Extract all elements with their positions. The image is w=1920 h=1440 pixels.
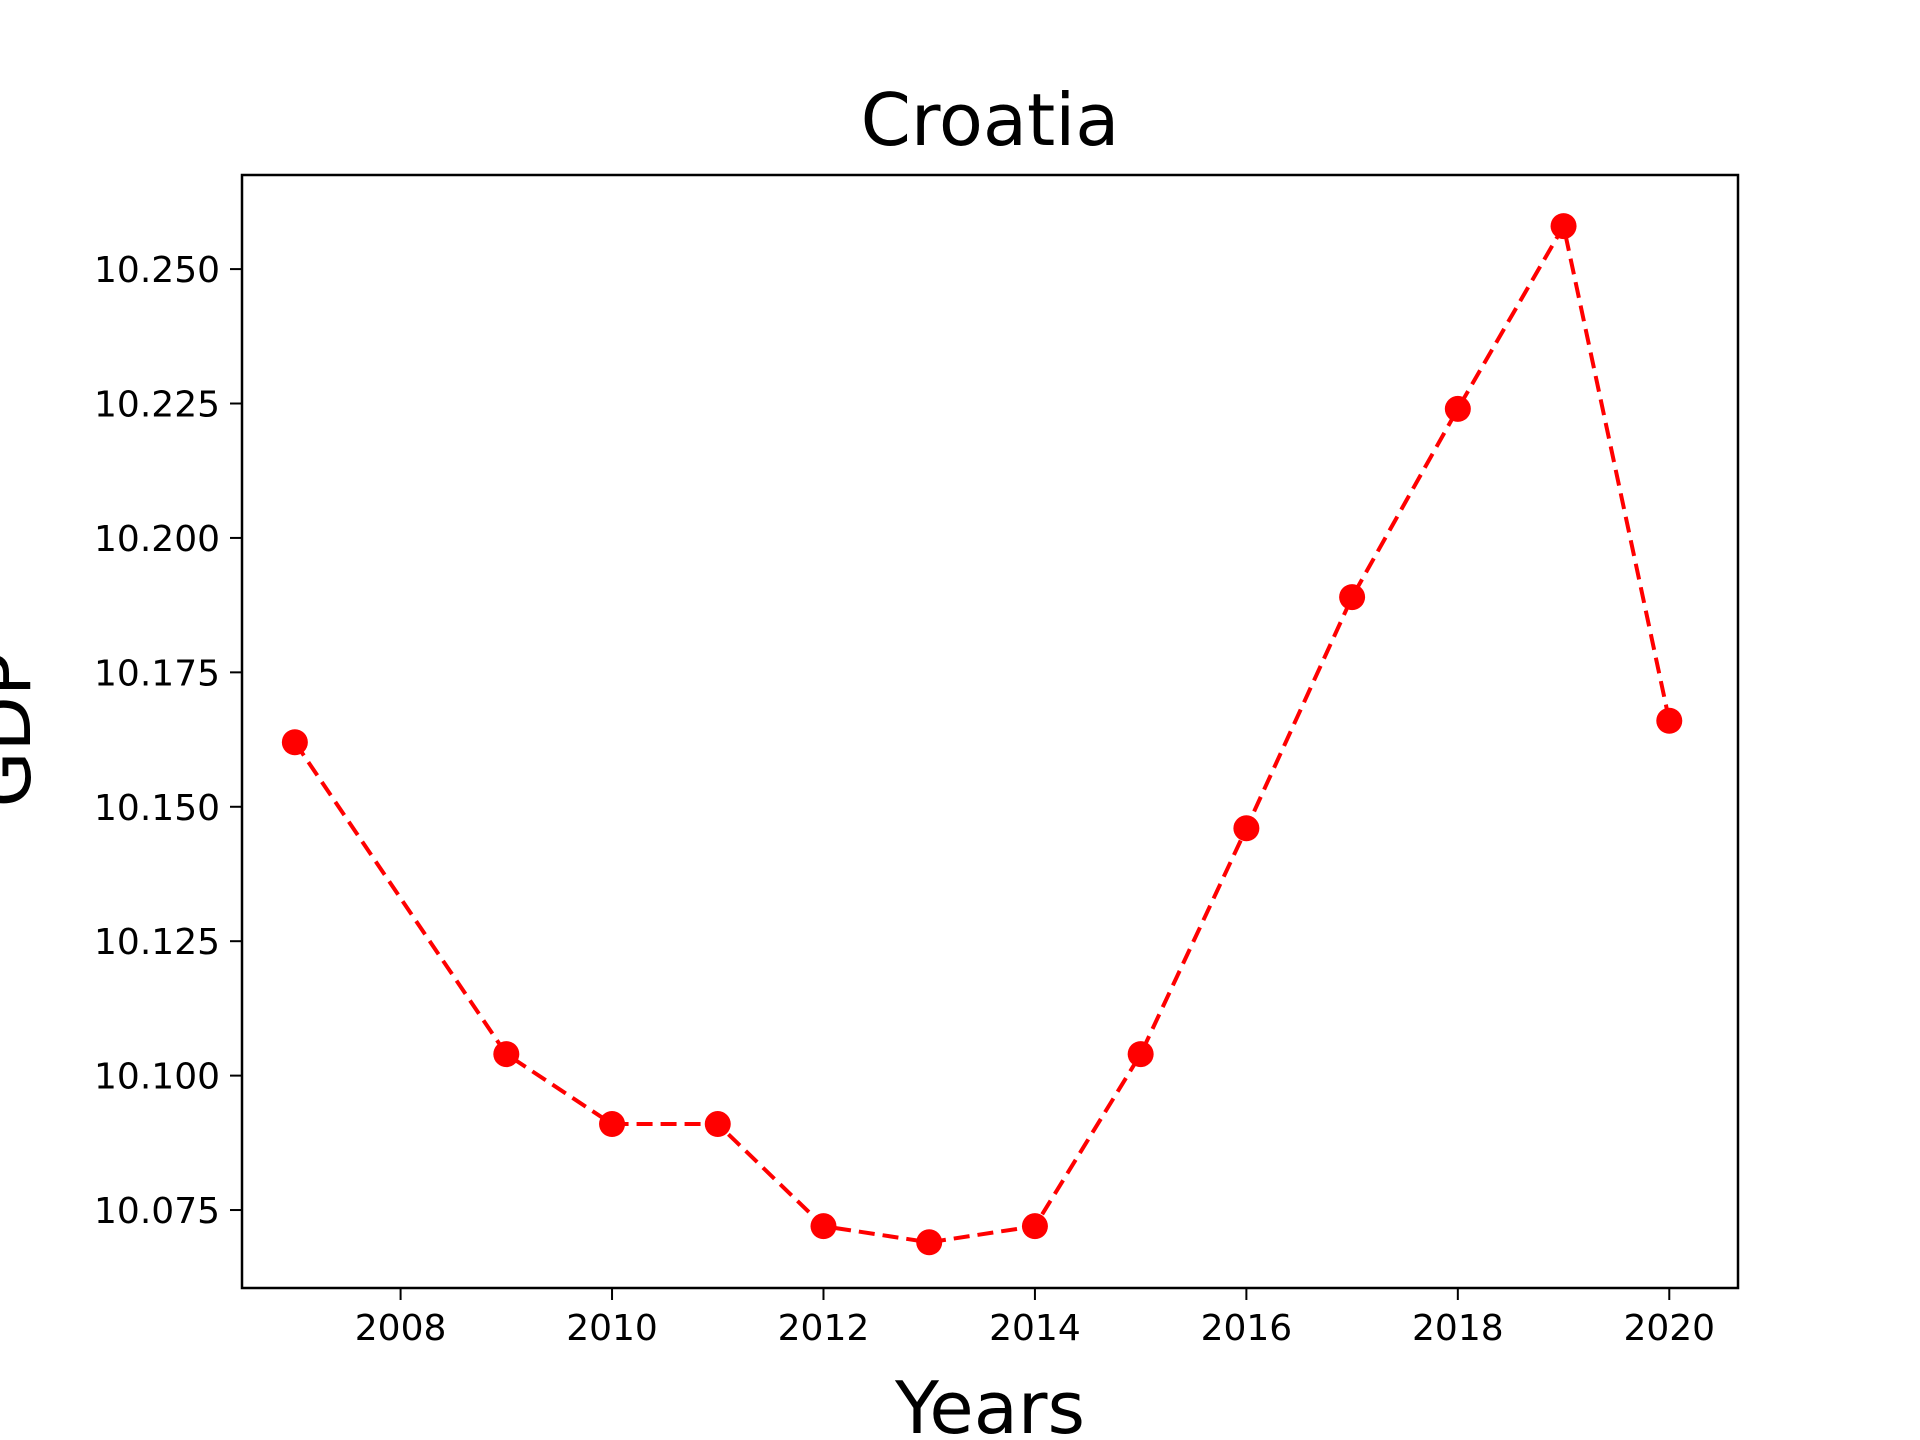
series-points — [281, 213, 1683, 1256]
y-tick-label: 10.250 — [94, 250, 220, 291]
data-point — [281, 729, 308, 756]
x-axis-label: Years — [894, 1366, 1085, 1440]
x-tick-label: 2014 — [989, 1308, 1081, 1349]
plot-frame — [240, 173, 1740, 1290]
y-tick-label: 10.150 — [94, 788, 220, 829]
data-point — [599, 1111, 626, 1138]
data-point — [1339, 584, 1366, 611]
y-tick-label: 10.075 — [94, 1191, 220, 1232]
x-tick-label: 2010 — [566, 1308, 658, 1349]
data-point — [1233, 815, 1260, 842]
x-tick-label: 2016 — [1201, 1308, 1293, 1349]
y-tick-label: 10.225 — [94, 385, 220, 426]
data-point — [916, 1229, 943, 1256]
y-axis-ticks: 10.075 10.100 10.125 10.150 10.175 10.200 10.2… — [94, 250, 242, 1232]
x-axis-ticks: 2008 2010 2012 2014 2016 2018 2020 — [355, 1288, 1715, 1349]
x-tick-label: 2020 — [1623, 1308, 1715, 1349]
series-line — [293, 220, 1672, 1245]
y-tick-label: 10.125 — [94, 922, 220, 963]
y-tick-label: 10.200 — [94, 519, 220, 560]
y-axis-label: GDP — [0, 653, 47, 808]
chart-title: Croatia — [861, 78, 1120, 162]
data-point — [1550, 213, 1577, 240]
data-point — [1021, 1213, 1048, 1240]
y-tick-label: 10.100 — [94, 1057, 220, 1098]
y-tick-label: 10.175 — [94, 653, 220, 694]
data-point — [810, 1213, 837, 1240]
data-point — [493, 1041, 520, 1068]
x-tick-label: 2012 — [778, 1308, 870, 1349]
x-tick-label: 2018 — [1412, 1308, 1504, 1349]
data-point — [1444, 395, 1471, 422]
x-tick-label: 2008 — [355, 1308, 447, 1349]
data-point — [704, 1111, 731, 1138]
data-point — [1656, 707, 1683, 734]
data-point — [1127, 1041, 1154, 1068]
